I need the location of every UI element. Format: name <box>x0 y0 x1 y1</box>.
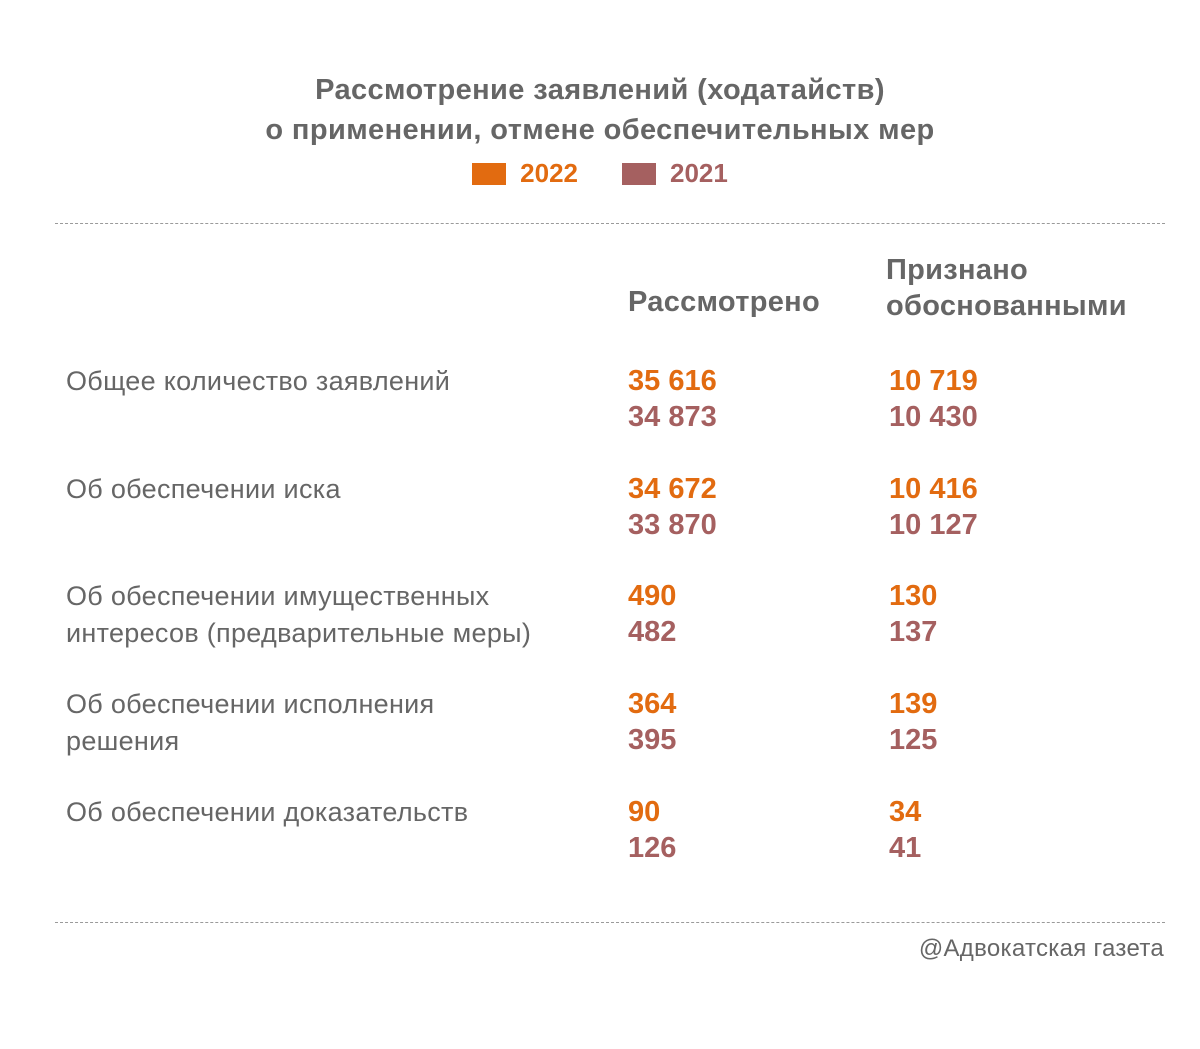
value-considered-2022: 35 616 <box>628 365 717 397</box>
row-label-line: интересов (предварительные меры) <box>66 618 532 648</box>
legend-swatch-2021 <box>622 162 656 185</box>
legend-label-2022: 2022 <box>520 158 578 188</box>
value-considered-2021: 126 <box>628 832 677 864</box>
value-considered-2021: 482 <box>628 616 677 648</box>
value-granted-2022: 10 719 <box>889 365 978 397</box>
value-considered-2022: 34 672 <box>628 473 717 505</box>
column-header-granted-line-1: Признано <box>886 254 1029 286</box>
top-divider <box>55 223 1165 224</box>
row-label: Общее количество заявлений <box>66 363 606 400</box>
value-granted-2022: 139 <box>889 688 938 720</box>
value-considered-2021: 34 873 <box>628 401 717 433</box>
value-granted-2021: 137 <box>889 616 938 648</box>
row-label-line: Об обеспечении доказательств <box>66 797 469 827</box>
value-granted-2021: 125 <box>889 724 938 756</box>
legend: 2022 2021 <box>0 158 1200 189</box>
row-label: Об обеспечении исполнения решения <box>66 686 606 760</box>
column-header-granted-line-2: обоснованными <box>886 290 1127 322</box>
column-header-considered-text: Рассмотрено <box>628 286 820 318</box>
row-label: Об обеспечении имущественных интересов (п… <box>66 578 606 652</box>
row-label-line: Об обеспечении иска <box>66 474 341 504</box>
value-considered-2021: 33 870 <box>628 509 717 541</box>
chart-title-line-2: о применении, отмене обеспечительных мер <box>265 114 935 146</box>
value-granted-2022: 130 <box>889 580 938 612</box>
legend-label-2021: 2021 <box>670 158 728 188</box>
value-considered-2021: 395 <box>628 724 677 756</box>
bottom-divider <box>55 922 1165 923</box>
value-considered-2022: 490 <box>628 580 677 612</box>
row-label-line: Общее количество заявлений <box>66 366 451 396</box>
chart-title-line-1: Рассмотрение заявлений (ходатайств) <box>315 74 885 106</box>
value-considered-2022: 90 <box>628 796 661 828</box>
row-label-line: Об обеспечении исполнения <box>66 689 435 719</box>
legend-item-2021: 2021 <box>622 158 728 189</box>
value-considered-2022: 364 <box>628 688 677 720</box>
value-granted-2021: 10 430 <box>889 401 978 433</box>
row-label: Об обеспечении доказательств <box>66 794 606 831</box>
row-label-line: решения <box>66 726 180 756</box>
value-granted-2022: 34 <box>889 796 922 828</box>
value-granted-2022: 10 416 <box>889 473 978 505</box>
legend-item-2022: 2022 <box>472 158 578 189</box>
column-header-considered: Рассмотрено <box>628 284 820 320</box>
row-label: Об обеспечении иска <box>66 471 606 508</box>
column-header-granted: Признано обоснованными <box>886 252 1127 324</box>
source-credit: @Адвокатская газета <box>918 935 1164 962</box>
legend-swatch-2022 <box>472 162 507 185</box>
row-label-line: Об обеспечении имущественных <box>66 581 490 611</box>
value-granted-2021: 41 <box>889 832 922 864</box>
value-granted-2021: 10 127 <box>889 509 978 541</box>
